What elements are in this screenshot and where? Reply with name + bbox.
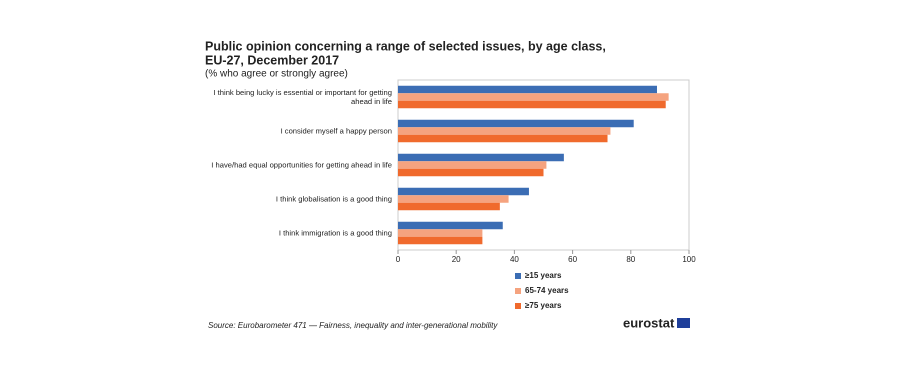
x-tick-label: 60 [568, 255, 577, 264]
y-tick-label: I think immigration is a good thing [278, 228, 392, 238]
bar [398, 202, 500, 211]
logo-flag [677, 318, 690, 328]
legend-swatch [515, 288, 521, 294]
legend-swatch [515, 273, 521, 279]
bar [398, 127, 611, 135]
bar [398, 195, 509, 203]
bar [398, 168, 544, 177]
legend-label: ≥15 years [525, 271, 562, 280]
bar [398, 134, 608, 143]
y-tick-label: I consider myself a happy person [280, 126, 392, 136]
bar [398, 229, 483, 237]
x-tick-label: 20 [452, 255, 461, 264]
x-tick-label: 80 [626, 255, 635, 264]
bar [398, 236, 483, 245]
chart-title: EU-27, December 2017 [205, 53, 339, 67]
chart-title: Public opinion concerning a range of sel… [205, 39, 606, 53]
legend-swatch [515, 303, 521, 309]
legend-label: ≥75 years [525, 301, 562, 310]
x-tick-label: 40 [510, 255, 519, 264]
bar [398, 221, 503, 230]
chart-subtitle: (% who agree or strongly agree) [205, 69, 348, 80]
legend-label: 65-74 years [525, 286, 569, 295]
bar [398, 161, 547, 169]
bar [398, 100, 666, 109]
y-tick-label: I think globalisation is a good thing [275, 194, 392, 204]
bar [398, 93, 669, 101]
bar [398, 187, 529, 196]
x-tick-label: 100 [682, 255, 696, 264]
source: Source: Eurobarometer 471 — Fairness, in… [208, 321, 498, 330]
y-tick-label: I think being lucky is essential or impo… [213, 88, 392, 106]
bar [398, 85, 657, 94]
bar [398, 153, 564, 162]
y-tick-label: I have/had equal opportunities for getti… [211, 160, 392, 170]
logo: eurostat [623, 315, 675, 330]
bar [398, 119, 634, 128]
x-tick-label: 0 [396, 255, 401, 264]
